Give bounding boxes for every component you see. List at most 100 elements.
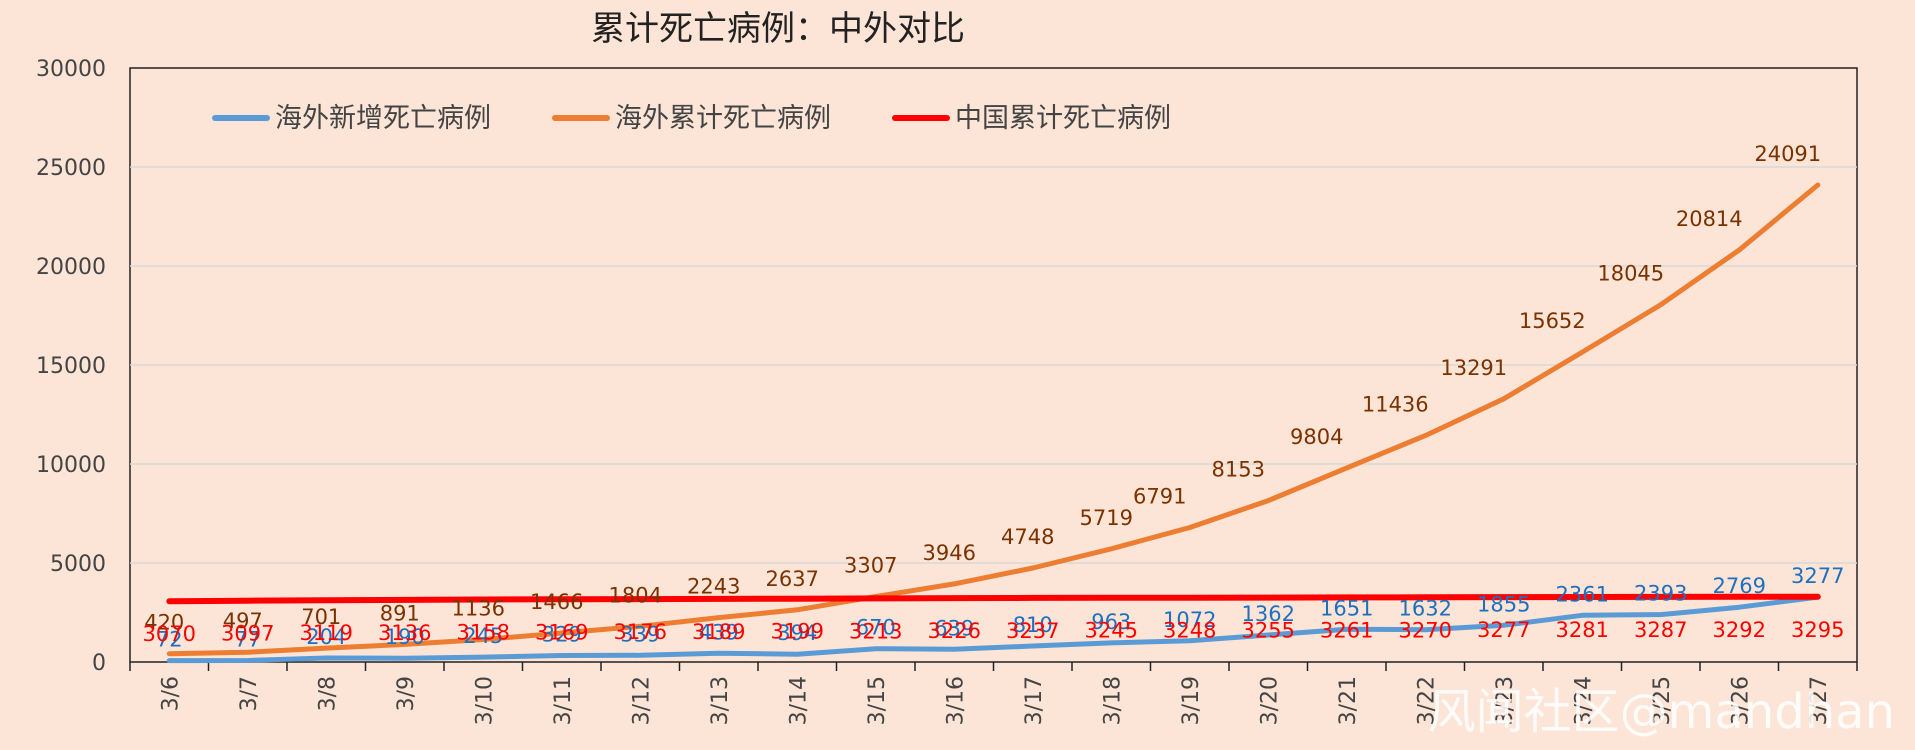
- data-label-series-3: 3277: [1477, 618, 1530, 642]
- x-tick-label: 3/19: [1179, 676, 1204, 725]
- data-label-series-2: 9804: [1290, 425, 1343, 449]
- x-tick-label: 3/11: [551, 676, 576, 725]
- data-label-series-1: 1651: [1320, 596, 1373, 620]
- data-label-series-2: 701: [301, 605, 341, 629]
- x-axis: 3/6 3/7 3/8 3/9 3/10 3/11 3/12 3/13 3/14 3/15 3/16…: [129, 662, 1858, 725]
- data-label-series-2: 6791: [1133, 485, 1186, 509]
- data-label-series-2: 13291: [1440, 356, 1507, 380]
- data-label-series-2: 20814: [1676, 207, 1743, 231]
- data-label-series-3: 3270: [1399, 618, 1452, 642]
- legend-label-1: 海外新增死亡病例: [275, 103, 491, 134]
- x-tick-label: 3/21: [1336, 676, 1361, 725]
- data-label-series-1: 639: [934, 616, 974, 640]
- x-tick-label: 3/12: [629, 676, 654, 725]
- x-tick-label: 3/7: [237, 676, 262, 711]
- data-label-series-1: 810: [1013, 613, 1053, 637]
- data-label-series-3: 3255: [1242, 619, 1295, 643]
- y-tick-label: 0: [92, 651, 106, 676]
- y-tick-label: 5000: [50, 552, 106, 577]
- x-tick-label: 3/26: [1728, 676, 1753, 725]
- data-label-series-1: 1632: [1399, 597, 1452, 621]
- data-label-series-3: 3245: [1085, 619, 1138, 643]
- data-label-series-3: 3287: [1634, 618, 1687, 642]
- data-label-series-2: 24091: [1754, 142, 1821, 166]
- x-tick-label: 3/27: [1807, 676, 1832, 725]
- data-label-series-3: 3213: [849, 619, 902, 643]
- data-label-series-1: 190: [385, 625, 425, 649]
- x-tick-label: 3/15: [865, 676, 890, 725]
- series-line-2: [166, 182, 1821, 657]
- data-label-series-2: 15652: [1519, 309, 1586, 333]
- data-label-series-2: 5719: [1080, 506, 1133, 530]
- gridlines: [130, 166, 1857, 564]
- data-label-series-2: 1466: [530, 590, 583, 614]
- data-label-series-3: 3199: [771, 620, 824, 644]
- x-tick-label: 3/9: [394, 676, 419, 711]
- data-label-series-1: 439: [699, 620, 739, 644]
- data-label-series-2: 891: [380, 601, 420, 625]
- y-tick-label: 15000: [36, 354, 106, 379]
- data-label-series-3: 3226: [928, 619, 981, 643]
- data-label-series-1: 2361: [1556, 582, 1609, 606]
- y-axis: 0 5000 10000 15000 20000 25000 30000: [36, 57, 106, 676]
- data-label-series-2: 8153: [1212, 458, 1265, 482]
- data-label-series-2: 2243: [687, 575, 740, 599]
- data-label-series-1: 670: [856, 616, 896, 640]
- data-label-series-1: 963: [1091, 610, 1131, 634]
- data-label-series-1: 72: [156, 628, 183, 652]
- y-tick-label: 20000: [36, 255, 106, 280]
- data-label-series-3: 3295: [1791, 618, 1844, 642]
- y-tick-label: 10000: [36, 453, 106, 478]
- data-label-series-3: 3119: [300, 621, 353, 645]
- data-label-series-1: 1362: [1242, 602, 1295, 626]
- data-label-series-3: 3176: [614, 620, 667, 644]
- data-label-series-1: 1072: [1163, 608, 1216, 632]
- legend: 海外新增死亡病例 海外累计死亡病例 中国累计死亡病例: [212, 103, 1171, 134]
- data-label-series-2: 1136: [452, 597, 505, 621]
- x-tick-label: 3/22: [1414, 676, 1439, 725]
- data-label-series-1: 2769: [1713, 574, 1766, 598]
- x-tick-label: 3/23: [1493, 676, 1518, 725]
- data-label-series-2: 497: [223, 609, 263, 633]
- data-label-series-3: 3281: [1556, 618, 1609, 642]
- data-label-series-3: 3292: [1713, 618, 1766, 642]
- data-label-series-3: 3070: [143, 622, 196, 646]
- x-tick-label: 3/14: [786, 676, 811, 725]
- chart-title: 累计死亡病例：中外对比: [591, 9, 965, 49]
- legend-label-2: 海外累计死亡病例: [615, 103, 831, 134]
- x-tick-label: 3/16: [943, 676, 968, 725]
- data-label-series-1: 329: [542, 622, 582, 646]
- series-line-1: [166, 594, 1821, 664]
- data-label-series-2: 420: [144, 611, 184, 635]
- x-tick-label: 3/6: [158, 676, 183, 711]
- legend-label-3: 中国累计死亡病例: [955, 103, 1171, 134]
- x-tick-label: 3/17: [1022, 676, 1047, 725]
- data-label-series-3: 3237: [1006, 619, 1059, 643]
- data-label-series-3: 3261: [1320, 618, 1373, 642]
- data-label-series-1: 2393: [1634, 582, 1687, 606]
- series-lines: [166, 182, 1821, 664]
- data-label-series-1: 1855: [1477, 592, 1530, 616]
- data-label-series-1: 3277: [1791, 564, 1844, 588]
- data-label-series-1: 339: [620, 622, 660, 646]
- y-tick-label: 30000: [36, 57, 106, 82]
- data-labels: 72 77 204 190 245 329 339 439 394 670 639 810 963 107…: [143, 142, 1845, 652]
- data-label-series-1: 245: [463, 624, 503, 648]
- data-label-series-1: 77: [234, 627, 261, 651]
- series-line-3: [166, 593, 1821, 605]
- data-label-series-2: 2637: [766, 567, 819, 591]
- x-tick-label: 3/10: [472, 676, 497, 725]
- data-label-series-2: 3946: [923, 541, 976, 565]
- x-tick-label: 3/24: [1571, 676, 1596, 725]
- watermark: 风闻社区@mandhan: [1428, 684, 1895, 740]
- data-label-series-3: 3169: [535, 620, 588, 644]
- x-tick-label: 3/18: [1100, 676, 1125, 725]
- x-tick-label: 3/13: [708, 676, 733, 725]
- data-label-series-1: 204: [306, 625, 346, 649]
- data-label-series-2: 11436: [1362, 393, 1429, 417]
- data-label-series-2: 1804: [609, 583, 662, 607]
- data-label-series-3: 3136: [378, 621, 431, 645]
- data-label-series-2: 18045: [1597, 262, 1664, 286]
- data-label-series-2: 4748: [1001, 525, 1054, 549]
